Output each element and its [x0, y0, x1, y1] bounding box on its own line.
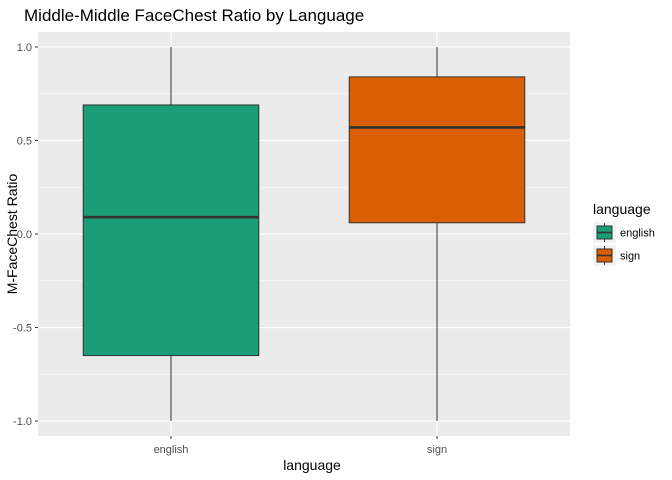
- y-tick-label: 0.5: [17, 135, 32, 147]
- legend-title: language: [593, 201, 651, 217]
- y-tick-label: 1.0: [17, 42, 32, 54]
- box-iqr: [82, 104, 260, 357]
- boxes: [82, 46, 526, 422]
- legend-label: sign: [620, 251, 640, 263]
- box-english: [82, 46, 260, 422]
- box-iqr: [348, 76, 526, 224]
- legend: language english sign: [593, 201, 655, 266]
- box-sign: [348, 46, 526, 422]
- legend-item-english: english: [593, 222, 655, 243]
- legend-keys: english sign: [593, 222, 655, 266]
- axis-ticks: -1.0 -0.5 0.0 0.5 1.0 english sign: [13, 42, 447, 456]
- x-tick-label: sign: [427, 444, 447, 456]
- y-tick-label: -1.0: [13, 416, 32, 428]
- legend-label: english: [620, 228, 655, 240]
- x-axis-title: language: [283, 457, 341, 473]
- y-tick-label: -0.5: [13, 323, 32, 335]
- legend-item-sign: sign: [593, 245, 640, 266]
- y-axis-title: M-FaceChest Ratio: [4, 173, 20, 294]
- y-tick-label: 0.0: [17, 229, 32, 241]
- chart-title: Middle-Middle FaceChest Ratio by Languag…: [24, 6, 364, 25]
- x-tick-label: english: [154, 444, 189, 456]
